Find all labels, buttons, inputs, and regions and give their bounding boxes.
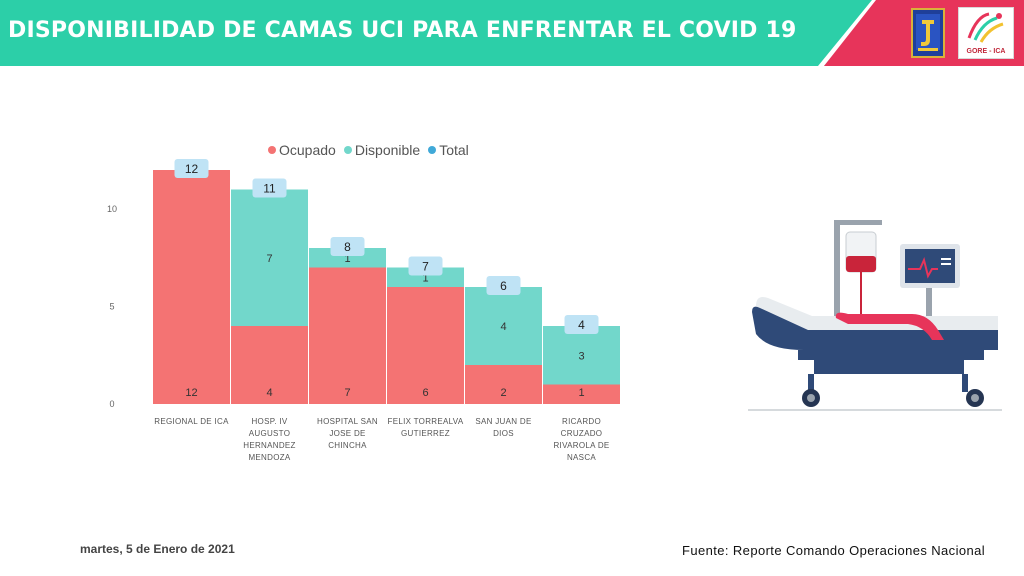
data-label-disponible: 4 [500,321,506,333]
total-badge [330,237,365,256]
total-badge [408,256,443,276]
bar-ocupado [543,384,620,404]
bar-ocupado [153,170,230,404]
x-tick-label: FELIX TORREALVA GUTIERREZ [387,417,464,438]
x-tick-label: REGIONAL DE ICA [154,417,229,426]
data-label-disponible: 1 [422,272,428,284]
data-label-ocupado: 7 [344,387,350,399]
x-tick-label: SAN JUAN DE DIOS [475,417,532,438]
data-label-total: 12 [185,162,199,176]
bar-disponible [465,287,542,365]
data-label-disponible: 1 [344,253,350,265]
data-label-disponible: 7 [266,253,272,265]
legend-item-disponible: Disponible [343,142,421,158]
bar-ocupado [465,365,542,404]
page-title: DISPONIBILIDAD DE CAMAS UCI PARA ENFRENT… [8,18,797,43]
data-label-disponible: 3 [578,350,584,362]
chart-legend: Ocupado Disponible Total [268,142,469,158]
header-bar: DISPONIBILIDAD DE CAMAS UCI PARA ENFRENT… [0,0,1024,66]
total-badge [486,276,521,295]
y-tick-label: 0 [109,399,114,409]
legend-item-total: Total [428,142,469,158]
total-badge [174,159,209,178]
gore-ica-logo: GORE - ICA [958,7,1014,59]
data-label-total: 8 [344,240,351,254]
institution-shield-logo [911,8,945,58]
total-badge [564,315,599,334]
data-label-total: 11 [263,182,276,196]
legend-label-total: Total [439,142,469,158]
data-label-ocupado: 2 [500,387,506,399]
data-label-ocupado: 4 [266,387,272,399]
y-tick-label: 5 [109,302,114,312]
x-tick-label: HOSPITAL SAN JOSE DE CHINCHA [317,417,378,450]
legend-label-disponible: Disponible [354,142,421,158]
source-note: Fuente: Reporte Comando Operaciones Naci… [682,543,986,558]
legend-dot-total [428,146,437,154]
bar-ocupado [231,326,308,404]
bar-ocupado [387,287,464,404]
data-label-ocupado: 1 [578,387,584,399]
total-badge [252,178,287,198]
gore-ica-logo-text: GORE - ICA [966,48,1006,55]
bar-ocupado [309,267,386,404]
x-tick-label: RICARDO CRUZADO RIVAROLA DE NASCA [553,417,610,462]
data-label-ocupado: 6 [422,387,428,399]
bar-disponible [543,326,620,385]
data-label-total: 7 [422,260,429,274]
bar-disponible [231,189,308,326]
y-tick-label: 10 [107,204,117,214]
report-date: martes, 5 de Enero de 2021 [80,542,235,556]
bar-disponible [309,248,386,268]
legend-item-ocupado: Ocupado [268,142,336,158]
hospital-bed-illustration [748,220,1002,411]
legend-dot-disponible [343,146,352,154]
bar-disponible [387,267,464,287]
data-label-total: 4 [578,318,585,332]
data-label-total: 6 [500,279,507,293]
legend-label-ocupado: Ocupado [279,142,336,158]
legend-dot-ocupado [268,146,276,154]
data-label-ocupado: 12 [185,387,197,399]
x-tick-label: HOSP. IV AUGUSTO HERNANDEZ MENDOZA [243,417,296,462]
